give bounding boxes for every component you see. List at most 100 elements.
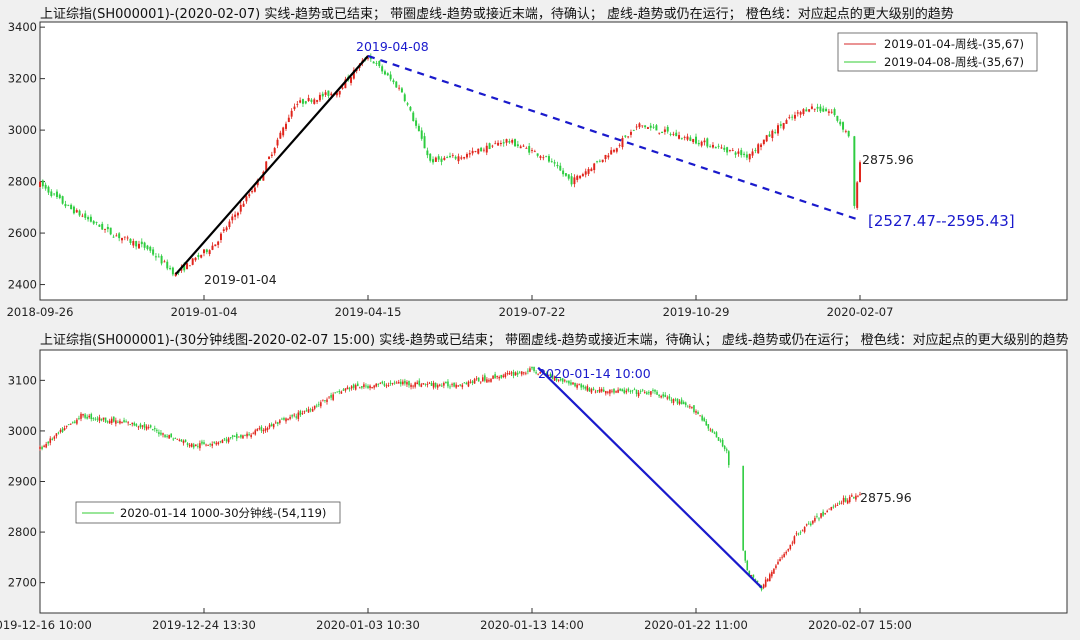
candle-body xyxy=(672,133,675,135)
candle-body xyxy=(751,151,754,156)
candle-body xyxy=(186,443,189,446)
candle-body xyxy=(80,413,82,419)
candle-body xyxy=(303,411,306,413)
x-tick-label: 2018-09-26 xyxy=(7,305,74,319)
candle-body xyxy=(709,429,712,431)
candle-body xyxy=(631,390,634,392)
candle-body xyxy=(334,392,336,394)
candle-body xyxy=(285,123,287,129)
candle-body xyxy=(846,500,849,504)
candle-body xyxy=(221,439,224,444)
candle-body xyxy=(828,508,831,510)
candle-body xyxy=(455,384,457,388)
candle-body xyxy=(373,385,375,388)
candle-body xyxy=(361,386,363,388)
candle-body xyxy=(354,385,357,390)
candle-body xyxy=(624,135,627,137)
candle-body xyxy=(309,409,312,411)
candle-body xyxy=(392,80,395,83)
top-legend-box xyxy=(837,32,1038,72)
candle-body xyxy=(639,391,642,392)
candle-body xyxy=(760,144,763,147)
candle-body xyxy=(330,394,332,398)
candle-body xyxy=(675,132,678,137)
candle-body xyxy=(859,162,861,183)
candle-body xyxy=(851,495,853,497)
candle-body xyxy=(529,368,531,372)
candle-body xyxy=(254,430,257,435)
candle-body xyxy=(482,377,484,382)
top-high-label: 2019-04-08 xyxy=(356,39,429,54)
y-tick-label: 2800 xyxy=(8,525,37,539)
candle-body xyxy=(270,424,273,427)
candle-body xyxy=(637,392,640,397)
candle-body xyxy=(106,226,109,230)
candle-body xyxy=(291,415,293,417)
candle-body xyxy=(225,439,228,442)
candle-body xyxy=(378,61,381,67)
candle-body xyxy=(363,384,365,388)
candle-body xyxy=(669,133,672,135)
candle-body xyxy=(451,384,453,386)
candle-body xyxy=(395,382,398,384)
candle-body xyxy=(717,145,720,147)
candle-body xyxy=(625,390,628,393)
candle-body xyxy=(432,159,435,163)
top-trend-lines xyxy=(174,54,861,275)
candle-body xyxy=(313,99,316,104)
candle-body xyxy=(602,389,605,392)
candle-body xyxy=(121,422,123,423)
candle-body xyxy=(504,373,507,378)
candle-body xyxy=(81,215,84,217)
candle-body xyxy=(416,382,418,385)
candle-body xyxy=(842,497,845,503)
candle-body xyxy=(468,153,471,155)
candle-body xyxy=(514,372,517,376)
candle-body xyxy=(744,550,746,561)
candle-body xyxy=(604,154,607,160)
candle-body xyxy=(740,150,743,156)
candle-body xyxy=(340,391,343,394)
candle-body xyxy=(449,386,451,388)
candle-body xyxy=(551,374,554,379)
candle-body xyxy=(847,130,850,137)
candle-body xyxy=(768,134,771,137)
candle-body xyxy=(508,373,511,375)
candle-body xyxy=(678,401,681,404)
candle-body xyxy=(810,106,813,109)
candle-body xyxy=(700,141,703,146)
candle-body xyxy=(745,154,748,158)
candle-body xyxy=(519,146,522,149)
candle-body xyxy=(299,100,302,103)
candle-body xyxy=(199,443,201,449)
candle-body xyxy=(635,389,638,394)
candle-body xyxy=(750,575,753,576)
candle-body xyxy=(381,381,384,384)
x-tick-label: 2019-01-04 xyxy=(171,305,238,319)
candle-body xyxy=(833,109,836,116)
candle-body xyxy=(511,140,514,143)
candle-body xyxy=(592,388,595,391)
candle-body xyxy=(654,389,656,392)
candle-body xyxy=(561,378,564,382)
candle-body xyxy=(402,381,404,385)
candle-body xyxy=(352,70,355,79)
candle-body xyxy=(619,388,621,391)
candle-body xyxy=(703,140,706,143)
candle-body xyxy=(578,384,580,386)
candle-body xyxy=(705,421,708,426)
candle-body xyxy=(414,382,416,387)
candle-body xyxy=(117,421,119,423)
candle-body xyxy=(539,156,542,158)
candle-body xyxy=(115,235,118,237)
candle-body xyxy=(666,397,669,399)
candle-body xyxy=(438,384,441,386)
candle-body xyxy=(633,389,636,391)
candle-body xyxy=(661,131,664,133)
candle-body xyxy=(344,388,347,391)
candle-body xyxy=(695,136,697,144)
candle-body xyxy=(810,523,812,526)
candle-body xyxy=(180,439,183,442)
candle-body xyxy=(689,406,691,408)
